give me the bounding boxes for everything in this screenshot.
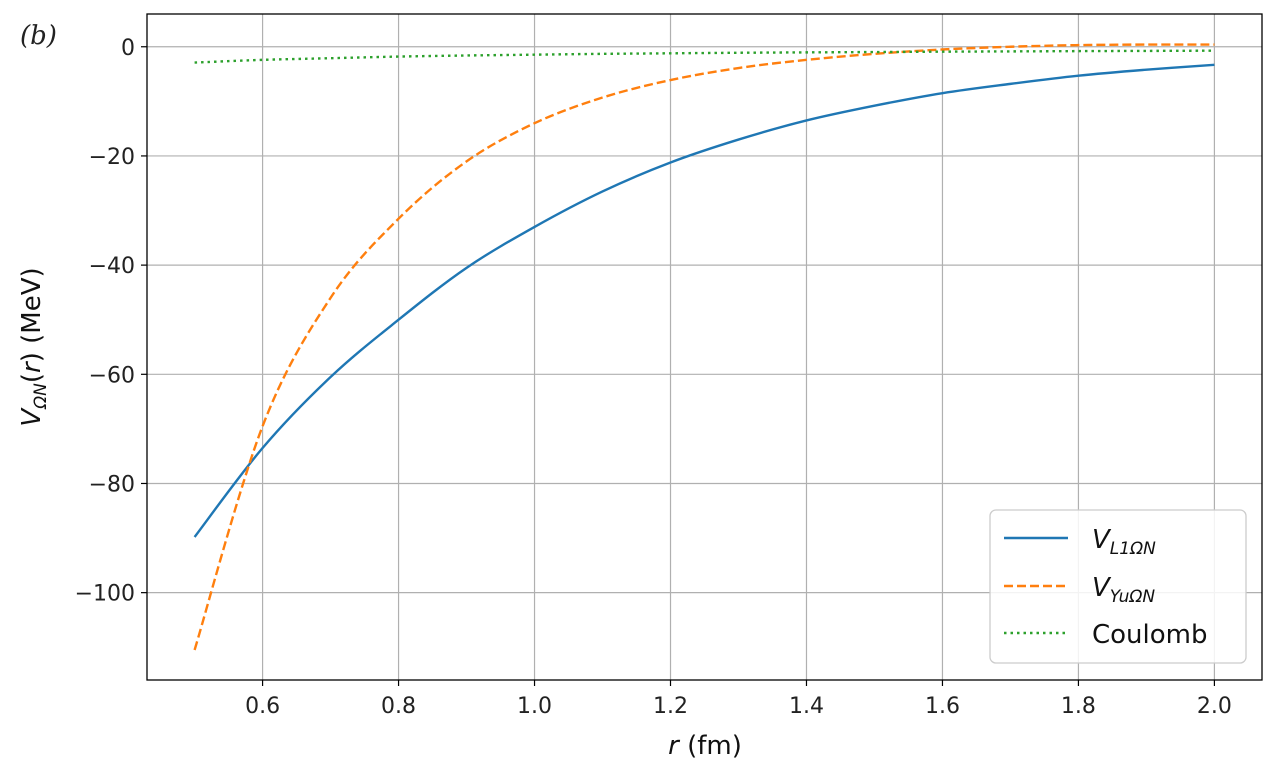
- x-tick-label: 1.8: [1061, 694, 1096, 719]
- legend: VL1ΩN VYuΩN Coulomb: [989, 509, 1247, 664]
- y-axis-unit: ) (MeV): [17, 267, 47, 362]
- legend-box: [989, 509, 1247, 664]
- series-line-0: [193, 63, 1215, 538]
- x-axis-unit: (fm): [679, 731, 742, 761]
- y-tick-label: −20: [89, 145, 135, 170]
- panel-tag: (b): [20, 21, 57, 51]
- x-tick-label: 1.4: [789, 694, 824, 719]
- legend-label-coulomb: Coulomb: [1092, 620, 1208, 650]
- legend-l1-main: V: [1092, 525, 1112, 555]
- series-line-1: [193, 43, 1215, 651]
- y-axis-sub: ΩN: [31, 383, 51, 410]
- x-tick-label: 2.0: [1197, 694, 1232, 719]
- legend-yu-main: V: [1092, 573, 1112, 603]
- legend-l1-sub: L1ΩN: [1110, 539, 1156, 559]
- legend-label-yu: VYuΩN: [1092, 573, 1155, 607]
- legend-yu-sub: YuΩN: [1110, 587, 1156, 607]
- y-tick-label: 0: [121, 36, 135, 61]
- x-tick-label: 1.2: [653, 694, 688, 719]
- x-axis-label: r (fm): [668, 731, 742, 761]
- x-tick-label: 0.8: [381, 694, 416, 719]
- y-axis-argvar: r: [17, 360, 47, 373]
- y-tick-label: −40: [89, 254, 135, 279]
- ticks: 0.6 0.8 1.0 1.2 1.4 1.6 1.8 2.0 0 −20 −40 −60 −80 −10…: [75, 36, 1232, 719]
- x-tick-label: 1.6: [925, 694, 960, 719]
- y-axis-label: VΩN(r) (MeV): [17, 267, 51, 426]
- series-layer: [193, 43, 1215, 651]
- y-tick-label: −80: [89, 472, 135, 497]
- x-axis-var: r: [668, 731, 681, 761]
- x-tick-label: 0.6: [245, 694, 280, 719]
- y-axis-var: V: [17, 407, 47, 427]
- x-tick-label: 1.0: [517, 694, 552, 719]
- plot-frame: [146, 13, 1263, 681]
- y-tick-label: −60: [89, 363, 135, 388]
- y-axis-paren: (: [17, 373, 47, 383]
- series-line-2: [194, 49, 1215, 64]
- legend-label-l1: VL1ΩN: [1092, 525, 1156, 559]
- y-tick-label: −100: [75, 582, 135, 607]
